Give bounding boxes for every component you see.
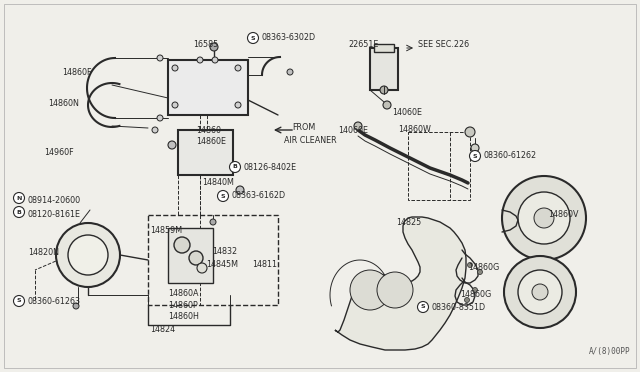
Circle shape <box>350 270 390 310</box>
Circle shape <box>172 102 178 108</box>
Text: S: S <box>420 305 426 310</box>
Text: 14825: 14825 <box>396 218 421 227</box>
Text: S: S <box>251 35 255 41</box>
Circle shape <box>73 303 79 309</box>
Circle shape <box>168 141 176 149</box>
Text: 14860G: 14860G <box>468 263 499 272</box>
Circle shape <box>470 151 481 161</box>
Circle shape <box>197 57 203 63</box>
Text: 14860E: 14860E <box>196 137 226 146</box>
Text: 14860G: 14860G <box>460 290 492 299</box>
Text: 14860W: 14860W <box>398 125 431 134</box>
Text: 08126-8402E: 08126-8402E <box>243 163 296 171</box>
Text: FROM: FROM <box>292 123 316 132</box>
Circle shape <box>13 295 24 307</box>
Text: 14860A: 14860A <box>168 289 198 298</box>
Circle shape <box>212 57 218 63</box>
Circle shape <box>471 144 479 152</box>
Circle shape <box>465 127 475 137</box>
Circle shape <box>235 102 241 108</box>
Circle shape <box>174 237 190 253</box>
Text: 08360-61263: 08360-61263 <box>27 296 80 305</box>
Circle shape <box>210 43 218 51</box>
Circle shape <box>380 86 388 94</box>
Text: N: N <box>16 196 22 201</box>
Circle shape <box>56 223 120 287</box>
Text: 14860F: 14860F <box>62 68 92 77</box>
Circle shape <box>518 270 562 314</box>
Circle shape <box>172 65 178 71</box>
Text: 14859M: 14859M <box>150 226 182 235</box>
Bar <box>168 60 248 115</box>
Text: 22651E: 22651E <box>348 40 378 49</box>
Text: AIR CLEANER: AIR CLEANER <box>284 136 337 145</box>
Circle shape <box>218 190 228 202</box>
Circle shape <box>504 256 576 328</box>
Circle shape <box>465 298 470 302</box>
Text: 14960F: 14960F <box>44 148 74 157</box>
Circle shape <box>377 272 413 308</box>
Text: 14860H: 14860H <box>168 312 199 321</box>
Bar <box>148 215 278 305</box>
Circle shape <box>287 69 293 75</box>
Text: 14060E: 14060E <box>338 126 368 135</box>
Text: S: S <box>17 298 21 304</box>
Circle shape <box>532 284 548 300</box>
Circle shape <box>235 65 241 71</box>
Bar <box>178 130 233 175</box>
Circle shape <box>189 251 203 265</box>
Circle shape <box>477 269 483 275</box>
Text: 08914-20600: 08914-20600 <box>28 196 81 205</box>
Text: 16585: 16585 <box>193 40 218 49</box>
Text: SEE SEC.226: SEE SEC.226 <box>418 40 469 49</box>
Bar <box>168 228 213 283</box>
Text: 08120-8161E: 08120-8161E <box>28 210 81 219</box>
Circle shape <box>534 208 554 228</box>
Circle shape <box>230 161 241 173</box>
Circle shape <box>210 219 216 225</box>
Text: B: B <box>232 164 237 170</box>
Circle shape <box>236 186 244 194</box>
Circle shape <box>13 206 24 218</box>
Bar <box>370 48 398 90</box>
Circle shape <box>13 192 24 203</box>
Circle shape <box>197 263 207 273</box>
Text: 14860V: 14860V <box>548 210 579 219</box>
Text: 08363-6162D: 08363-6162D <box>231 192 285 201</box>
Text: 08363-6302D: 08363-6302D <box>261 33 315 42</box>
Text: 14820N: 14820N <box>28 248 59 257</box>
Text: 14860P: 14860P <box>168 301 198 310</box>
Polygon shape <box>335 217 466 350</box>
Text: 14845M: 14845M <box>206 260 238 269</box>
Circle shape <box>502 176 586 260</box>
Text: 14811: 14811 <box>252 260 277 269</box>
Text: B: B <box>17 209 21 215</box>
Circle shape <box>472 288 477 292</box>
Text: 14860N: 14860N <box>48 99 79 108</box>
Circle shape <box>68 235 108 275</box>
Text: S: S <box>221 193 225 199</box>
Text: 08360-8351D: 08360-8351D <box>431 302 485 311</box>
Text: 14840M: 14840M <box>202 178 234 187</box>
Bar <box>408 132 470 200</box>
Text: 14824: 14824 <box>150 325 175 334</box>
Text: 14832: 14832 <box>212 247 237 256</box>
Circle shape <box>417 301 429 312</box>
Circle shape <box>383 101 391 109</box>
Text: S: S <box>473 154 477 158</box>
Text: 14060E: 14060E <box>392 108 422 117</box>
Bar <box>374 44 394 52</box>
Text: A/(8)00PP: A/(8)00PP <box>588 347 630 356</box>
Circle shape <box>354 122 362 130</box>
Text: 14860: 14860 <box>196 126 221 135</box>
Circle shape <box>157 115 163 121</box>
Circle shape <box>248 32 259 44</box>
Circle shape <box>518 192 570 244</box>
Circle shape <box>467 263 472 267</box>
Circle shape <box>157 55 163 61</box>
Text: 08360-61262: 08360-61262 <box>483 151 536 160</box>
Circle shape <box>152 127 158 133</box>
